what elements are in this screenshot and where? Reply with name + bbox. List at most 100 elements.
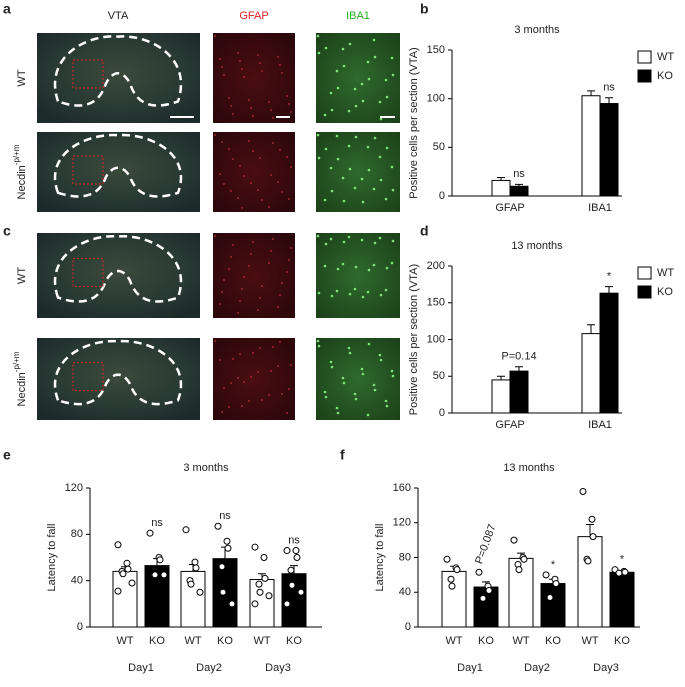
microglia (323, 390, 327, 394)
annotation: ns (151, 517, 163, 529)
astrocyte (261, 70, 263, 72)
data-point (447, 575, 455, 583)
zoom-box (72, 155, 104, 185)
microglia (329, 166, 333, 170)
microglia (341, 176, 345, 180)
microglia (354, 265, 358, 269)
column-label: IBA1 (346, 10, 370, 22)
data-point (485, 587, 493, 595)
microglia (384, 78, 388, 82)
data-point (187, 580, 195, 588)
bar (491, 179, 511, 197)
microglia (316, 133, 320, 137)
y-tick-label: 40 (71, 575, 83, 587)
bar-label: WT (116, 635, 133, 647)
astrocyte (250, 376, 252, 378)
brain-image (37, 132, 200, 212)
legend-label: KO (657, 286, 673, 298)
bar-label: KO (286, 635, 302, 647)
x-tick-label: GFAP (495, 419, 524, 431)
microglia (385, 146, 389, 150)
astrocyte (281, 393, 283, 395)
microglia (323, 198, 327, 202)
row-label-main: Necdin (16, 372, 28, 406)
microglia (336, 157, 340, 161)
microglia (341, 376, 345, 380)
microglia (336, 267, 340, 271)
astrocyte (228, 97, 230, 99)
microglia (367, 268, 371, 272)
y-tick-label: 50 (433, 370, 445, 382)
astrocyte (223, 279, 225, 281)
data-point (510, 536, 518, 544)
microglia (323, 264, 327, 268)
microglia (329, 237, 333, 241)
astrocyte (288, 198, 290, 200)
microglia (335, 134, 339, 138)
astrocyte (272, 238, 274, 240)
legend-label: WT (657, 51, 674, 63)
microglia (391, 73, 395, 77)
data-point (192, 564, 200, 572)
astrocyte (257, 309, 259, 311)
astrocyte (290, 111, 292, 113)
annotation: P=0.14 (501, 351, 536, 363)
microglia (330, 108, 334, 112)
astrocyte (239, 353, 241, 355)
iba1-image (316, 233, 400, 318)
astrocyte (259, 297, 261, 299)
astrocyte (239, 165, 241, 167)
data-point (251, 600, 259, 608)
microglia (379, 358, 383, 362)
astrocyte (219, 359, 221, 361)
bar (540, 583, 566, 628)
data-point (196, 588, 204, 596)
astrocyte (257, 371, 259, 373)
microglia (317, 156, 321, 160)
bar-label: WT (512, 635, 529, 647)
microglia (348, 351, 352, 355)
y-tick-label: 120 (393, 517, 411, 529)
data-point (443, 555, 451, 563)
microglia (335, 69, 339, 73)
astrocyte (230, 105, 232, 107)
astrocyte (228, 406, 230, 408)
bar-label: KO (149, 635, 165, 647)
astrocyte (286, 95, 288, 97)
microglia (390, 165, 394, 169)
astrocyte (243, 381, 245, 383)
y-tick-label: 120 (65, 482, 83, 494)
bar (581, 95, 601, 197)
microglia (373, 55, 377, 59)
astrocyte (243, 175, 245, 177)
chart-title: 13 months (503, 462, 555, 474)
astrocyte (232, 158, 234, 160)
astrocyte (221, 291, 223, 293)
astrocyte (243, 276, 245, 278)
error-bar (586, 523, 594, 537)
microglia (341, 47, 345, 51)
microglia (347, 109, 351, 113)
data-point (156, 556, 164, 564)
data-point (552, 580, 560, 588)
data-point (228, 600, 236, 608)
astrocyte (272, 117, 274, 119)
bar (473, 586, 499, 628)
bar (509, 185, 529, 197)
column-label: VTA (108, 10, 129, 22)
x-tick-label: Day1 (128, 662, 154, 674)
microglia (372, 383, 376, 387)
microglia (384, 288, 388, 292)
microglia (354, 104, 358, 108)
annotation: ns (603, 82, 615, 94)
x-tick-label: Day2 (196, 662, 222, 674)
astrocyte (248, 140, 250, 142)
microglia (373, 388, 377, 392)
astrocyte (237, 312, 239, 314)
error-bar (605, 97, 613, 104)
zoom-box (72, 258, 104, 287)
data-point (260, 554, 268, 561)
astrocyte (214, 235, 216, 237)
astrocyte (259, 347, 261, 349)
